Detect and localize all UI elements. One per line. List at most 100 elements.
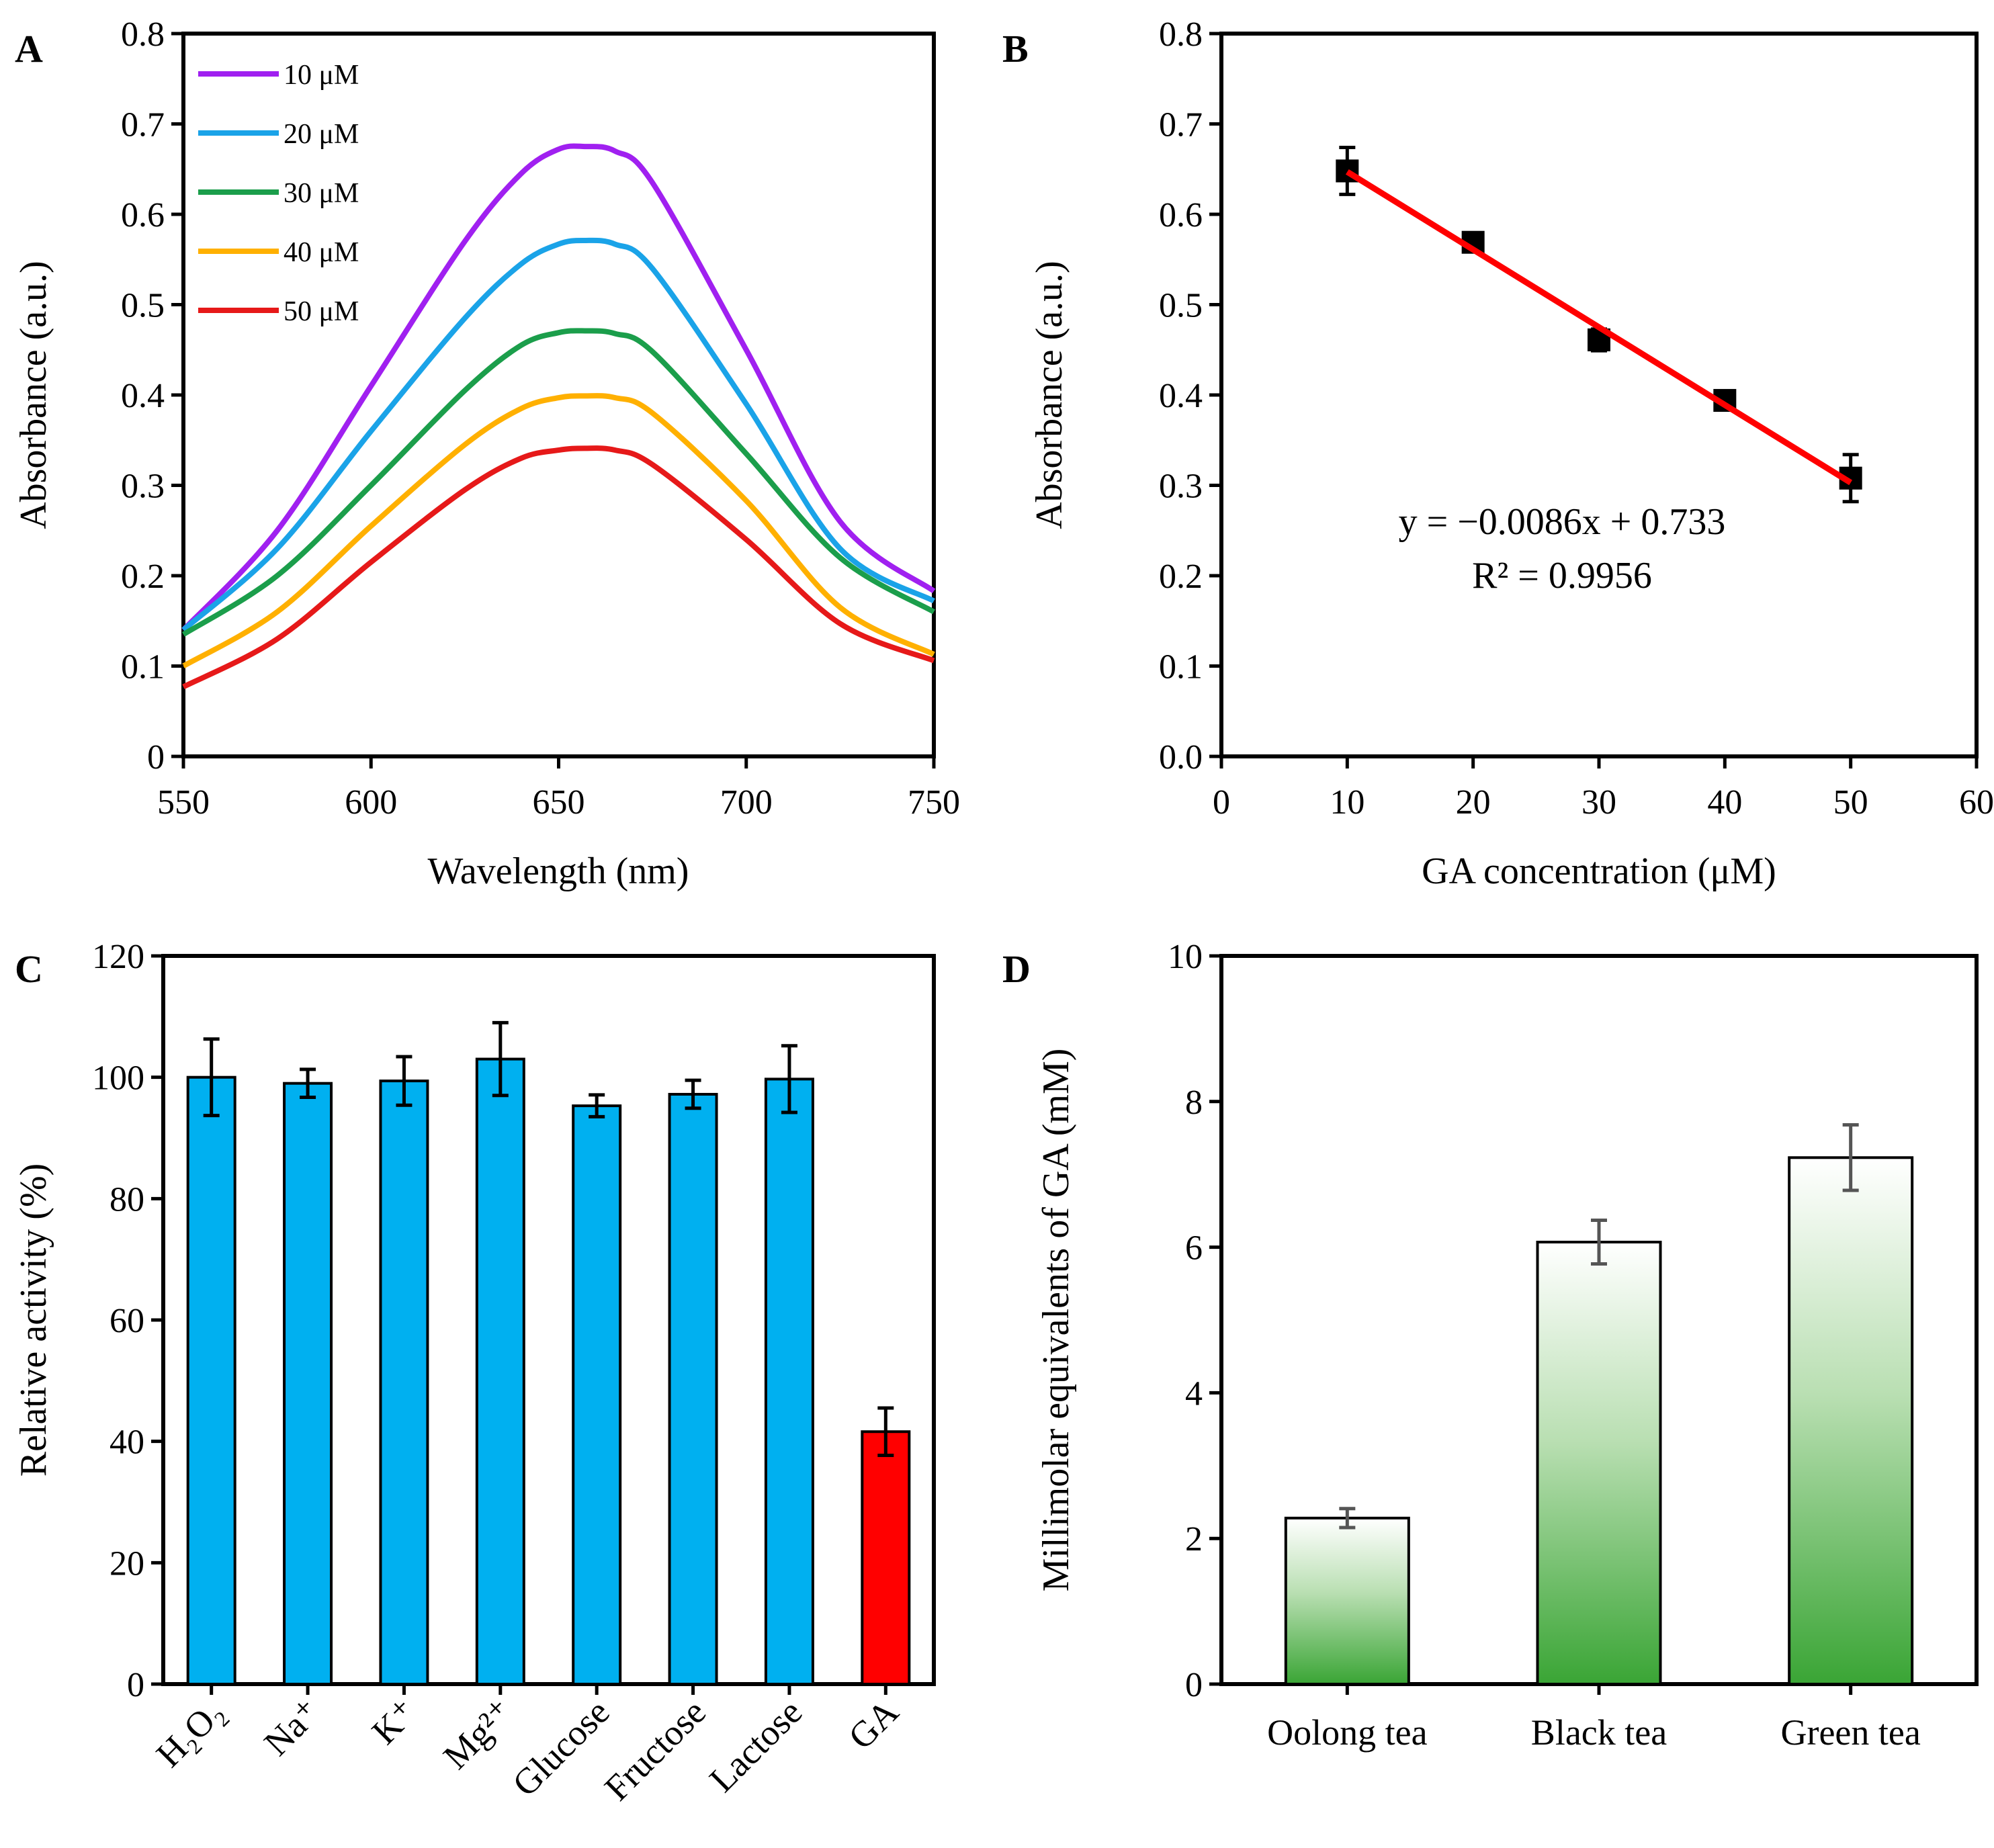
spectrum-line bbox=[181, 143, 936, 632]
x-tick-label-a: 550 bbox=[157, 783, 210, 822]
bar bbox=[283, 1082, 333, 1685]
spectrum-line bbox=[181, 393, 935, 668]
legend-label: 30 μM bbox=[284, 178, 359, 209]
chart-b-calibration: 0.0 0.1 0.2 0.3 0.4 0.5 0.6 0.7 0.8 0 10 20 30 40 50 60… bbox=[1029, 15, 1994, 892]
ticks-a: 0 0.1 0.2 0.3 0.4 0.5 0.6 0.7 0.8 550 600 650 700 750 bbox=[121, 15, 960, 822]
panel-label-b: B bbox=[1002, 27, 1029, 71]
y-tick-label-b: 0.6 bbox=[1159, 196, 1203, 234]
y-tick-label-a: 0.1 bbox=[121, 648, 165, 687]
y-tick-label-a: 0.5 bbox=[121, 287, 165, 325]
category-label: Oolong tea bbox=[1267, 1712, 1427, 1753]
legend-label: 50 μM bbox=[284, 296, 359, 327]
x-tick-label-b: 20 bbox=[1456, 783, 1491, 822]
y-tick-label-d: 10 bbox=[1168, 938, 1203, 976]
y-tick-label-c: 60 bbox=[110, 1302, 144, 1340]
bar bbox=[861, 1430, 911, 1686]
y-tick-label-a: 0 bbox=[147, 738, 165, 777]
y-tick-label-a: 0.3 bbox=[121, 468, 165, 506]
y-tick-label-a: 0.6 bbox=[121, 196, 165, 234]
x-tick-label-b: 10 bbox=[1330, 783, 1364, 822]
y-tick-label-d: 0 bbox=[1185, 1666, 1203, 1704]
fit-r-squared: R² = 0.9956 bbox=[1472, 555, 1652, 597]
spectrum-line bbox=[181, 237, 935, 632]
y-tick-label-a: 0.7 bbox=[121, 106, 165, 144]
plot-frame-c bbox=[161, 954, 936, 1686]
chart-d-tea-samples: 0 2 4 6 8 10 Oolong tea Black tea Green tea Mill… bbox=[1035, 938, 1979, 1753]
y-tick-label-b: 0.1 bbox=[1159, 648, 1203, 687]
bar bbox=[1536, 1241, 1662, 1685]
legend-label: 10 μM bbox=[284, 60, 359, 91]
x-tick-label-b: 30 bbox=[1581, 783, 1616, 822]
legend-a: 10 μM 20 μM 30 μM 40 μM 50 μM bbox=[198, 60, 359, 327]
x-tick-label-a: 700 bbox=[720, 783, 773, 822]
ticks-b: 0.0 0.1 0.2 0.3 0.4 0.5 0.6 0.7 0.8 0 10 20 30 40 50 60 bbox=[1159, 15, 1994, 822]
y-tick-label-a: 0.2 bbox=[121, 558, 165, 596]
bar bbox=[1788, 1156, 1914, 1685]
y-tick-label-a: 0.8 bbox=[121, 15, 165, 54]
x-axis-label-a: Wavelength (nm) bbox=[428, 850, 689, 892]
panel-label-c: C bbox=[15, 947, 43, 991]
y-tick-label-c: 80 bbox=[110, 1180, 144, 1219]
y-tick-label-d: 2 bbox=[1185, 1520, 1203, 1558]
y-tick-label-b: 0.0 bbox=[1159, 738, 1203, 777]
category-label: Fructose bbox=[597, 1691, 713, 1808]
x-axis-label-b: GA concentration (μM) bbox=[1422, 850, 1776, 892]
x-tick-label-a: 750 bbox=[908, 783, 960, 822]
y-tick-label-c: 40 bbox=[110, 1423, 144, 1462]
y-tick-label-c: 0 bbox=[127, 1666, 144, 1704]
bar bbox=[475, 1057, 525, 1685]
y-axis-label-d: Millimolar equivalents of GA (mM) bbox=[1035, 1049, 1077, 1592]
category-label: Green tea bbox=[1780, 1712, 1920, 1753]
panel-label-a: A bbox=[15, 27, 43, 71]
fit-line bbox=[1345, 169, 1853, 486]
chart-c-selectivity: 0 20 40 60 80 100 120 H₂O₂ Na⁺ K⁺ Mg²⁺GlucoseFruct… bbox=[13, 938, 936, 1808]
bar bbox=[186, 1075, 236, 1685]
y-tick-label-b: 0.4 bbox=[1159, 377, 1203, 415]
category-label: K⁺ bbox=[364, 1691, 425, 1752]
fit-equation: y = −0.0086x + 0.733 bbox=[1399, 501, 1726, 543]
y-tick-label-d: 4 bbox=[1185, 1374, 1203, 1413]
y-tick-label-c: 100 bbox=[92, 1059, 144, 1098]
x-tick-label-b: 0 bbox=[1213, 783, 1230, 822]
x-tick-label-b: 60 bbox=[1959, 783, 1994, 822]
plot-frame-b bbox=[1219, 32, 1979, 758]
y-tick-label-a: 0.4 bbox=[121, 377, 165, 415]
y-tick-label-c: 120 bbox=[92, 938, 144, 976]
y-axis-label-a: Absorbance (a.u.) bbox=[13, 261, 54, 529]
points-b bbox=[1336, 145, 1862, 504]
y-tick-label-b: 0.7 bbox=[1159, 106, 1203, 144]
category-label: Mg²⁺ bbox=[435, 1691, 521, 1777]
x-tick-label-a: 650 bbox=[533, 783, 585, 822]
y-tick-label-b: 0.2 bbox=[1159, 558, 1203, 596]
category-label: Black tea bbox=[1531, 1712, 1667, 1753]
bar bbox=[668, 1092, 718, 1685]
ticks-d: 0 2 4 6 8 10 Oolong tea Black tea Green tea bbox=[1168, 938, 1921, 1753]
category-label: GA bbox=[840, 1691, 906, 1757]
y-axis-label-b: Absorbance (a.u.) bbox=[1029, 261, 1070, 529]
x-tick-label-b: 40 bbox=[1707, 783, 1742, 822]
x-tick-label-a: 600 bbox=[345, 783, 397, 822]
bars-d bbox=[1284, 1123, 1914, 1685]
panel-label-d: D bbox=[1002, 947, 1031, 991]
y-tick-label-b: 0.3 bbox=[1159, 468, 1203, 506]
category-label: Lactose bbox=[701, 1691, 810, 1800]
y-tick-label-d: 6 bbox=[1185, 1229, 1203, 1268]
y-axis-label-c: Relative activity (%) bbox=[13, 1163, 54, 1477]
y-tick-label-d: 8 bbox=[1185, 1084, 1203, 1122]
spectrum-line bbox=[182, 445, 935, 689]
legend-label: 40 μM bbox=[284, 237, 359, 268]
bar bbox=[379, 1080, 429, 1685]
series-group-a bbox=[181, 143, 936, 689]
bar bbox=[572, 1104, 622, 1685]
bar bbox=[764, 1077, 814, 1686]
chart-a-absorbance-spectra: 0 0.1 0.2 0.3 0.4 0.5 0.6 0.7 0.8 550 600 650 700 750… bbox=[13, 15, 960, 892]
category-label: Na⁺ bbox=[256, 1691, 328, 1763]
y-tick-label-b: 0.8 bbox=[1159, 15, 1203, 54]
spectrum-line bbox=[181, 328, 936, 637]
legend-label: 20 μM bbox=[284, 119, 359, 150]
category-label: H₂O₂ bbox=[148, 1691, 232, 1775]
bar bbox=[1284, 1516, 1410, 1685]
y-tick-label-b: 0.5 bbox=[1159, 287, 1203, 325]
bars-c bbox=[186, 1020, 911, 1686]
